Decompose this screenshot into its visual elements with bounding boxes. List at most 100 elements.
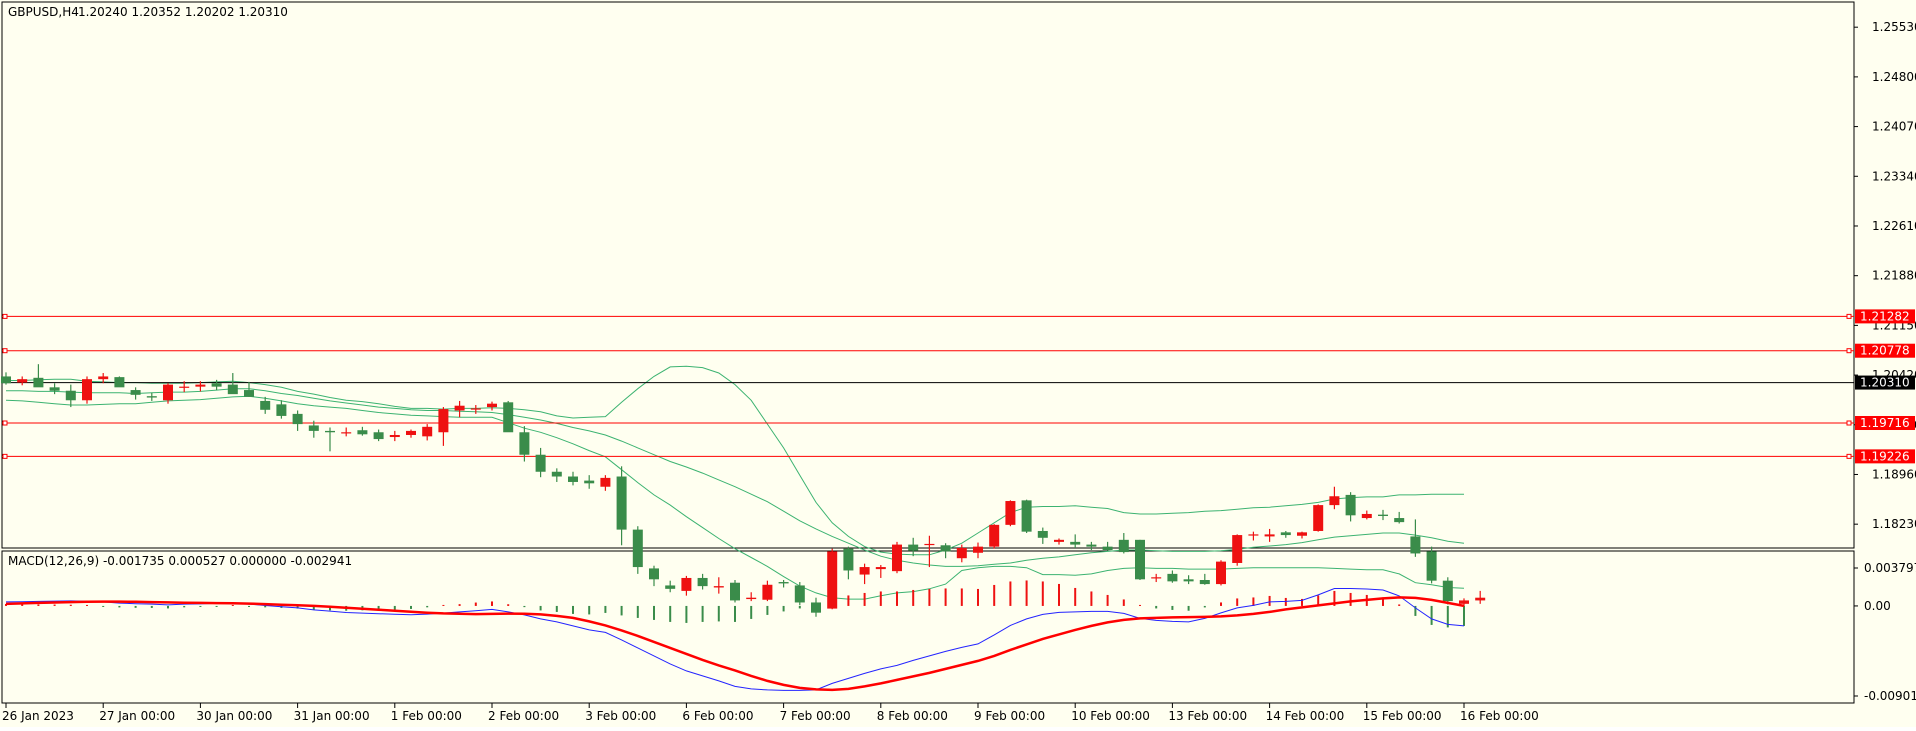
level-price-tag (1855, 309, 1915, 324)
candle-body (843, 548, 854, 571)
candle-body (1475, 597, 1486, 601)
level-handle-left[interactable] (2, 420, 8, 426)
bearish-candle (908, 537, 919, 557)
level-handle-right[interactable] (1846, 420, 1852, 426)
bearish-candle (778, 579, 789, 588)
candle-body (422, 426, 433, 437)
macd-series (5, 580, 1465, 692)
bearish-candle (227, 373, 238, 395)
candle-body (65, 390, 76, 401)
level-price-tag-label: 1.19226 (1860, 449, 1910, 463)
bullish-candle (1264, 528, 1275, 542)
bollinger-lower-line (5, 395, 1465, 600)
bearish-candle (697, 573, 708, 590)
bearish-candle (1102, 541, 1113, 551)
time-tick-label: 6 Feb 00:00 (682, 709, 753, 723)
bearish-candle (551, 468, 562, 482)
level-handle-left[interactable] (2, 453, 8, 459)
bearish-candle (357, 426, 368, 436)
time-tick-label: 15 Feb 00:00 (1363, 709, 1442, 723)
bullish-candle (454, 400, 465, 418)
time-tick-label: 3 Feb 00:00 (585, 709, 656, 723)
candle-body (1394, 518, 1405, 523)
candle-body (1329, 496, 1340, 506)
level-handle-left[interactable] (2, 348, 8, 354)
candle-body (568, 476, 578, 482)
bearish-candle (1410, 519, 1421, 557)
bearish-candle (632, 526, 643, 574)
horizontal-levels[interactable] (2, 313, 1854, 459)
level-price-tag (1855, 416, 1915, 431)
candle-body (114, 377, 125, 388)
bullish-candle (406, 429, 416, 438)
candle-body (827, 551, 838, 609)
candle-body (794, 585, 805, 603)
candle-body (1167, 573, 1178, 582)
candle-body (438, 409, 449, 433)
bullish-candle (341, 427, 352, 437)
macd-tick-label: 0.003797 (1864, 561, 1916, 575)
candle-body (1232, 535, 1243, 563)
candle-body (778, 582, 789, 584)
candle-body (195, 384, 206, 387)
symbol-label: GBPUSD,H4 (8, 5, 79, 19)
bearish-candle (1086, 541, 1097, 551)
candle-body (292, 413, 303, 425)
candle-body (519, 432, 530, 455)
price-tick-label: 1.18230 (1872, 517, 1916, 531)
time-tick-label: 7 Feb 00:00 (780, 709, 851, 723)
candle-body (244, 390, 254, 397)
candle-body (1183, 579, 1194, 582)
candle-body (406, 430, 416, 435)
bullish-candle (924, 535, 935, 568)
bollinger-middle-line (6, 388, 1465, 567)
bearish-candle (584, 475, 595, 489)
candle-body (1248, 534, 1259, 536)
level-handle-right[interactable] (1846, 313, 1852, 319)
candle-body (454, 405, 465, 411)
bearish-candle (1167, 570, 1178, 583)
candle-body (341, 432, 352, 434)
time-tick-label: 27 Jan 00:00 (99, 709, 175, 723)
level-price-tag (1855, 343, 1915, 358)
price-tick-label: 1.24800 (1872, 70, 1916, 84)
candle-body (1102, 546, 1113, 551)
bullish-candle (1361, 510, 1372, 520)
candle-body (260, 400, 271, 410)
candle-body (1118, 539, 1129, 553)
candle-body (584, 480, 595, 484)
time-tick-label: 10 Feb 00:00 (1071, 709, 1150, 723)
bullish-candle (1232, 534, 1243, 566)
bearish-candle (1183, 575, 1194, 585)
candle-body (1378, 514, 1388, 517)
bearish-candle (292, 410, 303, 431)
bearish-candle (1037, 527, 1048, 544)
candle-body (98, 376, 109, 380)
level-handle-right[interactable] (1846, 453, 1852, 459)
candle-body (227, 384, 238, 395)
price-axis: 1.25530 1.24800 1.24070 1.23340 1.22610 1.218… (1854, 20, 1916, 531)
candle-body (875, 567, 886, 570)
candle-body (616, 476, 627, 530)
candle-body (1361, 513, 1372, 519)
bullish-candle (875, 565, 886, 578)
time-tick-label: 31 Jan 00:00 (294, 709, 370, 723)
bullish-candle (746, 592, 757, 602)
bullish-candle (989, 524, 1000, 549)
time-tick-label: 14 Feb 00:00 (1266, 709, 1345, 723)
time-tick-label: 8 Feb 00:00 (877, 709, 948, 723)
level-handle-left[interactable] (2, 313, 8, 319)
bullish-candle (487, 401, 497, 411)
candle-body (1442, 580, 1453, 602)
candle-body (357, 430, 368, 435)
bearish-candle (1, 372, 11, 385)
bullish-candle (973, 542, 983, 559)
bearish-candle (616, 466, 627, 546)
candle-body (600, 477, 611, 487)
level-handle-right[interactable] (1846, 348, 1852, 354)
candle-body (811, 602, 821, 613)
bullish-candle (1329, 486, 1340, 510)
bearish-candle (519, 426, 530, 462)
